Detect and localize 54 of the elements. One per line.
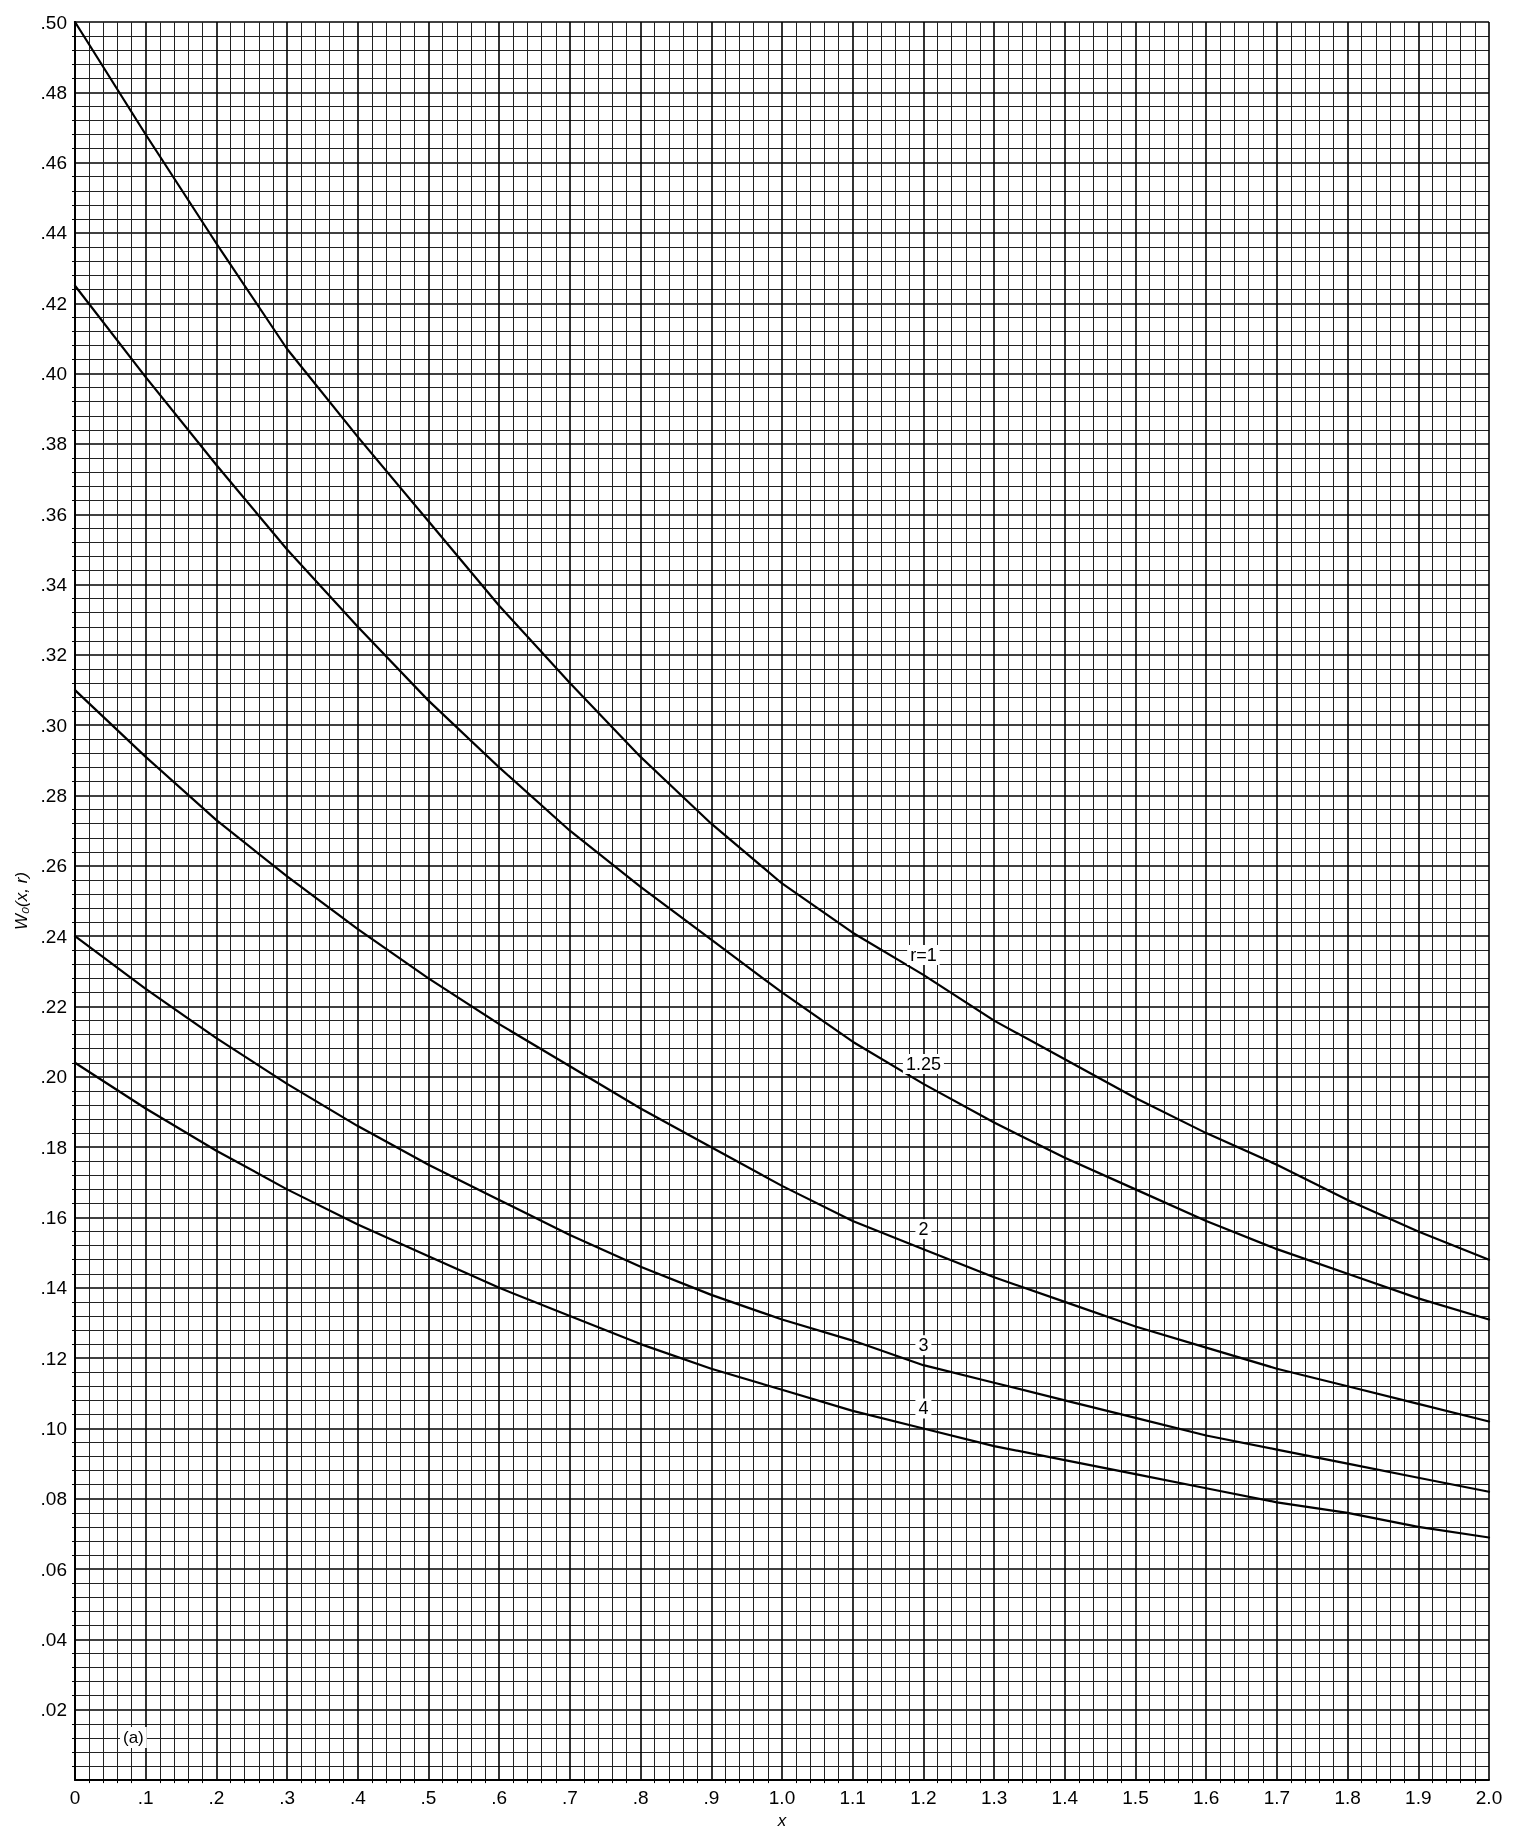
y-tick-label: .18 (40, 1136, 67, 1158)
x-tick-label: .9 (703, 1787, 720, 1809)
y-tick-label: .02 (40, 1699, 67, 1721)
x-tick-label: .3 (279, 1787, 296, 1809)
x-tick-label: 0 (69, 1787, 81, 1809)
y-tick-label: .48 (40, 81, 67, 103)
series-label: r=1 (910, 944, 937, 965)
y-tick-label: .08 (40, 1488, 67, 1510)
x-tick-label: 1.6 (1192, 1787, 1220, 1809)
y-tick-label: .26 (40, 855, 67, 877)
y-tick-label: .22 (40, 996, 67, 1018)
series-label: 1.25 (905, 1053, 941, 1074)
x-tick-label: .8 (632, 1787, 649, 1809)
y-tick-label: .40 (40, 363, 67, 385)
x-tick-label: .4 (349, 1787, 367, 1809)
x-tick-label: 1.0 (768, 1787, 796, 1809)
y-tick-label: .10 (40, 1417, 67, 1439)
y-tick-label: .46 (40, 152, 67, 174)
y-tick-label: .38 (40, 433, 67, 455)
y-tick-label: .50 (40, 11, 67, 33)
y-tick-label: .36 (40, 503, 67, 525)
x-tick-label: 1.8 (1334, 1787, 1361, 1809)
y-tick-label: .24 (40, 925, 68, 947)
x-tick-label: 1.3 (980, 1787, 1008, 1809)
y-tick-label: .44 (40, 222, 68, 244)
x-tick-label: 1.7 (1263, 1787, 1291, 1809)
series-label: 3 (918, 1335, 929, 1356)
x-tick-label: 2.0 (1475, 1787, 1503, 1809)
y-tick-label: .04 (40, 1628, 68, 1650)
x-axis-title: x (776, 1811, 787, 1830)
y-tick-label: .14 (40, 1277, 68, 1299)
series-label: 4 (918, 1398, 929, 1419)
series-label: 2 (918, 1219, 929, 1240)
y-tick-label: .42 (40, 292, 67, 314)
x-tick-label: .1 (137, 1787, 154, 1809)
y-tick-label: .32 (40, 644, 67, 666)
x-tick-label: .7 (561, 1787, 578, 1809)
y-tick-label: .30 (40, 714, 67, 736)
y-tick-label: .06 (40, 1558, 67, 1580)
x-tick-label: .5 (420, 1787, 437, 1809)
y-tick-label: .34 (40, 574, 68, 596)
y-tick-label: .20 (40, 1066, 67, 1088)
x-tick-label: .6 (491, 1787, 508, 1809)
x-tick-label: 1.1 (839, 1787, 866, 1809)
y-tick-label: .16 (40, 1207, 67, 1229)
y-tick-label: .28 (40, 785, 67, 807)
x-tick-label: .2 (208, 1787, 225, 1809)
x-tick-label: 1.4 (1051, 1787, 1079, 1809)
x-tick-label: 1.9 (1405, 1787, 1432, 1809)
y-tick-label: .12 (40, 1347, 67, 1369)
x-tick-label: 1.5 (1122, 1787, 1149, 1809)
x-tick-label: 1.2 (910, 1787, 937, 1809)
annotation: (a) (123, 1728, 144, 1747)
y-axis-title: W₀(x, r) (11, 871, 31, 931)
